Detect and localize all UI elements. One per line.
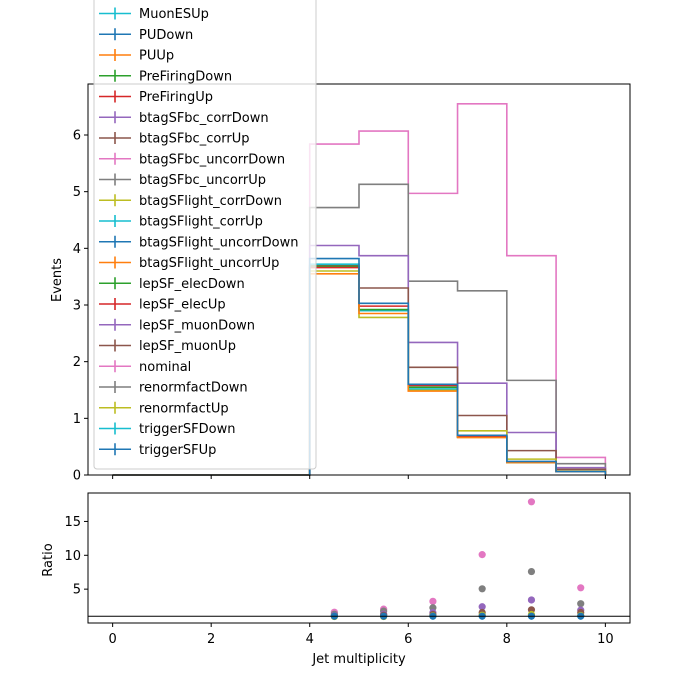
main-axes-frame bbox=[87, 83, 631, 476]
legend-entry: nominal bbox=[99, 360, 191, 375]
ratio-x-tick-label: 8 bbox=[503, 632, 511, 647]
legend-box bbox=[93, 0, 317, 470]
legend-entry: lepSF_muonUp bbox=[99, 339, 236, 354]
ratio-x-tick-label: 0 bbox=[108, 632, 116, 647]
ratio-y-tick-label: 10 bbox=[64, 549, 81, 564]
main-y-tick-label: 2 bbox=[73, 355, 81, 370]
main-y-tick-label: 6 bbox=[73, 129, 81, 144]
legend-entry: lepSF_elecDown bbox=[99, 277, 245, 292]
main-y-tick-label: 0 bbox=[73, 469, 81, 484]
legend-label: btagSFlight_uncorrUp bbox=[139, 256, 279, 271]
legend-label: lepSF_muonUp bbox=[139, 339, 236, 354]
ratio-point bbox=[577, 584, 585, 592]
ratio-y-axis-label: Ratio bbox=[41, 543, 56, 576]
legend-entry: btagSFbc_uncorrUp bbox=[99, 173, 266, 188]
legend-entry: btagSFlight_corrDown bbox=[99, 194, 282, 209]
legend: MuonESUp PUDown PUUp PreFiringDown PreFiring… bbox=[93, 0, 317, 470]
legend-entry: MuonESUp bbox=[99, 7, 209, 22]
legend-label: PUDown bbox=[139, 28, 193, 43]
ratio-panel: 5 10 15 0 2 4 6 8 10 Ratio Jet multiplicity bbox=[41, 492, 631, 667]
main-y-tick-label: 4 bbox=[73, 242, 81, 257]
legend-entry: PUDown bbox=[99, 28, 193, 43]
legend-label: renormfactDown bbox=[139, 381, 248, 396]
ratio-y-tick-label: 15 bbox=[64, 515, 81, 530]
legend-label: nominal bbox=[139, 360, 191, 375]
legend-entry: triggerSFUp bbox=[99, 443, 216, 458]
legend-label: renormfactUp bbox=[139, 401, 229, 416]
legend-entry: lepSF_muonDown bbox=[99, 318, 255, 333]
legend-label: PreFiringUp bbox=[139, 90, 213, 105]
main-yticks: 0 1 2 3 4 5 6 bbox=[73, 129, 88, 484]
ratio-y-tick-label: 5 bbox=[73, 583, 81, 598]
ratio-point bbox=[527, 498, 536, 506]
legend-entry: btagSFlight_corrUp bbox=[99, 215, 263, 230]
legend-entry: btagSFbc_uncorrDown bbox=[99, 152, 285, 167]
ratio-point bbox=[478, 551, 486, 559]
ratio-yticks: 5 10 15 bbox=[64, 515, 88, 598]
legend-entry: renormfactUp bbox=[99, 401, 229, 416]
legend-entry: btagSFlight_uncorrUp bbox=[99, 256, 279, 271]
legend-label: btagSFbc_uncorrUp bbox=[139, 173, 266, 188]
ratio-x-axis-label: Jet multiplicity bbox=[311, 652, 406, 667]
ratio-point bbox=[577, 600, 585, 608]
main-series-group bbox=[112, 103, 607, 476]
legend-entry: btagSFbc_corrUp bbox=[99, 132, 250, 147]
ratio-point bbox=[429, 597, 437, 605]
legend-label: triggerSFDown bbox=[139, 422, 235, 437]
legend-label: btagSFbc_uncorrDown bbox=[139, 152, 285, 167]
legend-label: btagSFlight_corrUp bbox=[139, 215, 263, 230]
main-xticks bbox=[112, 475, 606, 479]
legend-entry: PUUp bbox=[99, 49, 174, 64]
legend-label: lepSF_elecUp bbox=[139, 298, 226, 313]
ratio-x-tick-label: 6 bbox=[404, 632, 412, 647]
ratio-x-tick-label: 10 bbox=[597, 632, 614, 647]
legend-label: PreFiringDown bbox=[139, 69, 232, 84]
main-panel: 0 1 2 3 4 5 6 Events bbox=[50, 83, 631, 484]
legend-entry: btagSFlight_uncorrDown bbox=[99, 235, 299, 250]
main-y-axis-label: Events bbox=[50, 258, 65, 302]
ratio-axes-frame bbox=[87, 492, 631, 624]
series-line-triggerSFUp bbox=[112, 257, 607, 476]
main-y-tick-label: 3 bbox=[73, 299, 81, 314]
main-y-tick-label: 1 bbox=[73, 412, 81, 427]
legend-label: triggerSFUp bbox=[139, 443, 216, 458]
legend-label: btagSFlight_uncorrDown bbox=[139, 235, 299, 250]
legend-entry: btagSFbc_corrDown bbox=[99, 111, 269, 126]
ratio-point bbox=[478, 585, 486, 593]
legend-label: PUUp bbox=[139, 49, 174, 64]
ratio-xticks: 0 2 4 6 8 10 bbox=[108, 623, 614, 647]
legend-label: btagSFbc_corrDown bbox=[139, 111, 269, 126]
ratio-point bbox=[527, 596, 536, 604]
legend-label: btagSFbc_corrUp bbox=[139, 132, 250, 147]
legend-entries: MuonESUp PUDown PUUp PreFiringDown PreFiring… bbox=[99, 7, 299, 458]
legend-entry: triggerSFDown bbox=[99, 422, 235, 437]
ratio-point bbox=[527, 567, 536, 576]
legend-label: btagSFlight_corrDown bbox=[139, 194, 282, 209]
main-y-tick-label: 5 bbox=[73, 185, 81, 200]
legend-label: MuonESUp bbox=[139, 7, 209, 22]
legend-entry: lepSF_elecUp bbox=[99, 298, 226, 313]
legend-label: lepSF_muonDown bbox=[139, 318, 255, 333]
ratio-x-tick-label: 4 bbox=[306, 632, 314, 647]
legend-label: lepSF_elecDown bbox=[139, 277, 245, 292]
legend-entry: PreFiringUp bbox=[99, 90, 213, 105]
ratio-x-tick-label: 2 bbox=[207, 632, 215, 647]
legend-entry: PreFiringDown bbox=[99, 69, 232, 84]
legend-entry: renormfactDown bbox=[99, 381, 248, 396]
ratio-point bbox=[478, 603, 486, 611]
